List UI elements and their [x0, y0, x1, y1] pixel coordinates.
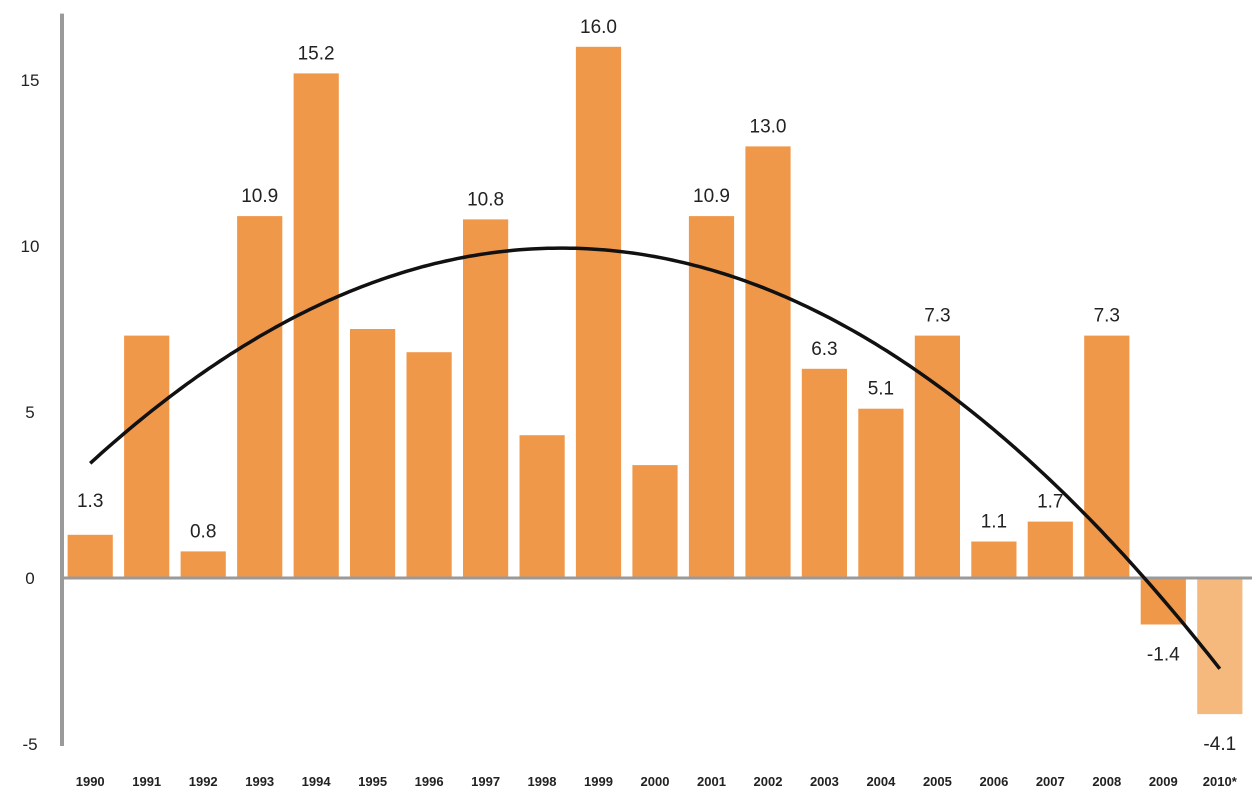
bar-1992	[180, 551, 226, 578]
y-tick-labels: -5 0 5 10 15	[21, 71, 40, 754]
bar-2003	[801, 368, 847, 578]
x-tick-label-1991: 1991	[132, 774, 161, 789]
bar-1993	[237, 216, 283, 578]
data-label-2008: 7.3	[1094, 306, 1120, 327]
x-tick-label-1994: 1994	[302, 774, 332, 789]
x-tick-label-2007: 2007	[1036, 774, 1065, 789]
x-tick-label-1999: 1999	[584, 774, 613, 789]
bar-2007	[1027, 521, 1073, 578]
bar-1996	[406, 352, 452, 578]
data-label-2004: 5.1	[868, 379, 894, 400]
x-tick-label-1992: 1992	[189, 774, 218, 789]
axes	[60, 13, 1252, 746]
bar-2000	[632, 465, 678, 578]
data-label-1999: 16.0	[580, 17, 617, 38]
data-label-2003: 6.3	[811, 339, 837, 360]
y-tick-label-10: 10	[21, 237, 40, 256]
x-tick-label-2003: 2003	[810, 774, 839, 789]
bar-2002	[745, 146, 791, 578]
data-label-1992: 0.8	[190, 521, 216, 542]
data-label-1990: 1.3	[77, 491, 103, 512]
data-label-2007: 1.7	[1037, 492, 1063, 513]
bar-1997	[463, 219, 509, 578]
data-labels: 1.3 0.8 10.9 15.2 10.8 16.0 10.9 13.0 6.3 5.1 7.3 1…	[77, 17, 1236, 755]
x-tick-label-2010*: 2010*	[1203, 774, 1238, 789]
bar-2006	[971, 541, 1017, 578]
data-label-2005: 7.3	[924, 306, 950, 327]
x-tick-labels: 1990 1991 1992 1993 1994 1995 1996 1997 1998 1999…	[76, 774, 1238, 789]
data-label-1993: 10.9	[241, 186, 278, 207]
y-tick-label-5: 5	[25, 403, 34, 422]
bar-1998	[519, 435, 565, 578]
data-label-2002: 13.0	[750, 116, 787, 137]
x-tick-label-1996: 1996	[415, 774, 444, 789]
data-label-2010*: -4.1	[1203, 734, 1236, 755]
y-tick-label-15: 15	[21, 71, 40, 90]
x-tick-label-1998: 1998	[528, 774, 557, 789]
bar-1994	[293, 73, 339, 579]
x-tick-label-2002: 2002	[754, 774, 783, 789]
x-tick-label-2001: 2001	[697, 774, 726, 789]
bar-2010*	[1197, 578, 1243, 715]
bar-1991	[124, 335, 170, 578]
bar-2005	[914, 335, 960, 578]
y-tick-label--5: -5	[22, 735, 37, 754]
bar-2004	[858, 408, 904, 578]
x-tick-label-1993: 1993	[245, 774, 274, 789]
x-tick-label-2008: 2008	[1092, 774, 1121, 789]
data-label-2001: 10.9	[693, 186, 730, 207]
y-tick-label-0: 0	[25, 569, 34, 588]
x-tick-label-2005: 2005	[923, 774, 952, 789]
bar-1999	[575, 46, 622, 579]
bar-2008	[1084, 335, 1130, 578]
trendline-group	[89, 246, 1222, 670]
bars	[67, 46, 1243, 715]
x-tick-label-2000: 2000	[641, 774, 670, 789]
x-tick-label-1995: 1995	[358, 774, 387, 789]
data-label-1997: 10.8	[467, 189, 504, 210]
data-label-1994: 15.2	[298, 43, 335, 64]
x-tick-label-2009: 2009	[1149, 774, 1178, 789]
x-tick-label-1997: 1997	[471, 774, 500, 789]
x-tick-label-2004: 2004	[866, 774, 896, 789]
bar-1995	[350, 329, 396, 578]
x-tick-label-2006: 2006	[979, 774, 1008, 789]
data-label-2006: 1.1	[981, 512, 1007, 533]
data-label-2009: -1.4	[1147, 645, 1180, 666]
trendline	[89, 246, 1222, 670]
bar-1990	[67, 534, 113, 578]
x-tick-label-1990: 1990	[76, 774, 105, 789]
